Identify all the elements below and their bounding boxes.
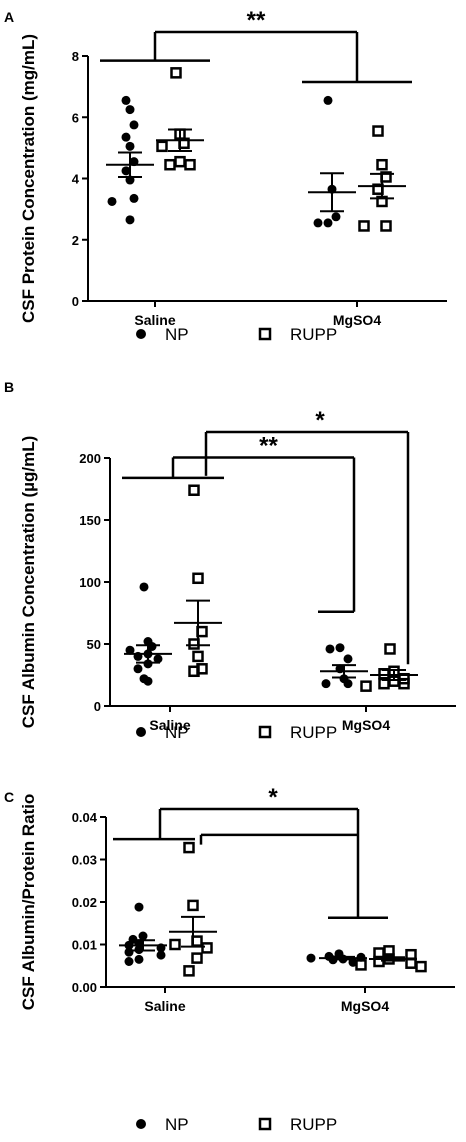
rupp-data-point: [156, 140, 168, 153]
rupp-data-point: [384, 643, 396, 655]
np-data-point: [321, 679, 331, 689]
y-axis-label: CSF Protein Concentration (mg/mL): [19, 34, 38, 323]
y-tick-label: 0: [94, 699, 101, 714]
rupp-data-point: [187, 899, 199, 912]
panel-letter: A: [4, 9, 14, 25]
panel-letter: C: [4, 789, 14, 805]
np-data-point: [138, 931, 148, 941]
y-tick-label: 6: [72, 110, 79, 125]
rupp-data-point: [188, 484, 200, 496]
np-data-point: [343, 679, 353, 689]
np-data-point: [153, 654, 163, 664]
np-data-point: [121, 132, 131, 142]
y-axis-label: CSF Albumin Concentration (µg/mL): [19, 436, 38, 728]
legend-rupp-marker: [258, 725, 272, 739]
y-tick-label: 200: [79, 451, 101, 466]
significance-label: *: [315, 407, 325, 434]
rupp-data-point: [183, 841, 195, 854]
np-data-point: [121, 166, 131, 176]
significance-label: *: [268, 784, 278, 811]
legend-np-marker: [136, 1119, 146, 1129]
x-tick-label: MgSO4: [342, 717, 390, 733]
x-tick-label: MgSO4: [333, 312, 381, 328]
rupp-data-point: [376, 158, 388, 171]
rupp-data-point: [169, 938, 181, 951]
np-data-point: [134, 954, 144, 964]
np-data-point: [124, 947, 134, 957]
legend-np-marker: [136, 727, 146, 737]
np-data-point: [325, 644, 335, 654]
y-axis-label: CSF Albumin/Protein Ratio: [19, 794, 38, 1011]
legend-rupp-label: RUPP: [290, 1115, 337, 1134]
x-tick-label: Saline: [134, 312, 175, 328]
np-data-point: [313, 218, 323, 228]
np-data-point: [331, 212, 341, 222]
y-tick-label: 0.03: [72, 853, 97, 868]
legend-rupp-marker: [258, 1117, 272, 1131]
rupp-data-point: [192, 572, 204, 585]
rupp-data-point: [372, 125, 384, 137]
np-data-point: [147, 641, 157, 651]
rupp-data-point: [192, 650, 204, 663]
x-tick-label: Saline: [149, 717, 190, 733]
rupp-data-point: [201, 942, 213, 954]
significance-label: **: [247, 7, 266, 34]
y-tick-label: 150: [79, 513, 101, 528]
np-data-point: [125, 215, 135, 225]
y-tick-label: 50: [87, 637, 101, 652]
np-data-point: [335, 643, 345, 653]
legend-rupp-label: RUPP: [290, 723, 337, 742]
np-data-point: [124, 957, 134, 966]
rupp-data-point: [184, 158, 196, 171]
significance-label: **: [259, 432, 278, 459]
np-data-point: [139, 582, 149, 592]
rupp-data-point: [380, 220, 392, 232]
legend-rupp-label: RUPP: [290, 325, 337, 344]
np-data-point: [343, 654, 353, 664]
np-data-point: [121, 95, 131, 105]
legend-rupp-marker: [258, 327, 272, 341]
y-tick-label: 0.02: [72, 895, 97, 910]
x-tick-label: MgSO4: [341, 998, 389, 1014]
x-tick-label: Saline: [144, 998, 185, 1014]
np-data-point: [125, 141, 135, 151]
rupp-data-point: [170, 67, 182, 79]
np-data-point: [107, 196, 117, 206]
rupp-data-point: [183, 965, 195, 977]
np-data-point: [323, 218, 333, 228]
rupp-data-point: [164, 158, 176, 171]
np-data-point: [133, 664, 143, 674]
rupp-data-point: [358, 220, 370, 232]
y-tick-label: 0.04: [72, 810, 98, 825]
np-data-point: [143, 676, 153, 686]
np-data-point: [129, 120, 139, 130]
legend-np-label: NP: [165, 723, 189, 742]
y-tick-label: 0: [72, 294, 79, 309]
rupp-data-point: [174, 155, 186, 168]
np-data-point: [143, 659, 153, 669]
np-data-point: [306, 953, 316, 963]
legend-np-marker: [136, 329, 146, 339]
y-tick-label: 0.01: [72, 938, 97, 953]
np-data-point: [134, 902, 144, 912]
np-data-point: [323, 95, 333, 105]
rupp-data-point: [360, 680, 372, 692]
rupp-data-point: [355, 959, 367, 971]
legend-np-label: NP: [165, 1115, 189, 1134]
y-tick-label: 100: [79, 575, 101, 590]
y-tick-label: 4: [72, 172, 80, 187]
np-data-point: [125, 105, 135, 115]
panel-letter: B: [4, 379, 14, 395]
np-data-point: [129, 193, 139, 203]
y-tick-label: 2: [72, 233, 79, 248]
rupp-data-point: [191, 952, 203, 964]
rupp-data-point: [415, 960, 427, 973]
rupp-data-point: [188, 665, 200, 678]
y-tick-label: 8: [72, 49, 79, 64]
y-tick-label: 0.00: [72, 980, 97, 995]
np-data-point: [156, 950, 166, 960]
np-data-point: [125, 645, 135, 655]
legend-np-label: NP: [165, 325, 189, 344]
